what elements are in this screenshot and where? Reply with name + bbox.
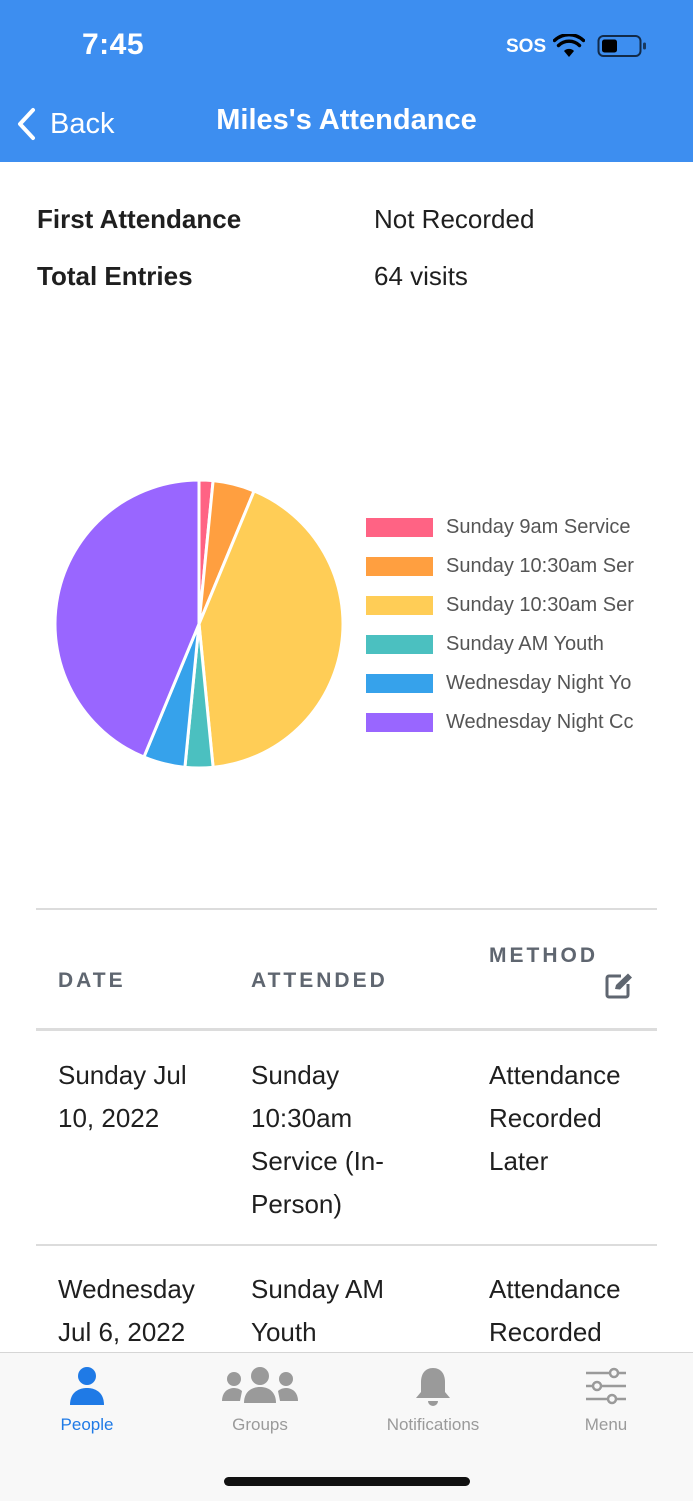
legend-swatch [366, 713, 433, 732]
legend-label: Sunday 10:30am Ser [446, 594, 634, 616]
first-attendance-value: Not Recorded [374, 204, 535, 234]
row-method: Attendance Recorded Later [489, 1060, 621, 1176]
row-attended: Sunday 10:30am Service (In-Person) [251, 1060, 384, 1219]
legend-swatch [366, 674, 433, 693]
row-method: Attendance Recorded [489, 1274, 621, 1347]
legend-item[interactable]: Wednesday Night Yo [366, 664, 644, 703]
row-date: Sunday Jul 10, 2022 [58, 1060, 187, 1133]
tab-notifications[interactable]: Notifications [363, 1365, 503, 1435]
nav-header: 7:45 SOS Back Miles's Attendance [0, 0, 693, 162]
tab-groups[interactable]: Groups [190, 1365, 330, 1435]
page-title: Miles's Attendance [216, 104, 477, 136]
row-divider [36, 1244, 657, 1246]
group-icon [222, 1367, 298, 1403]
legend-item[interactable]: Sunday AM Youth [366, 625, 644, 664]
home-indicator [224, 1477, 470, 1486]
total-entries-value: 64 visits [374, 261, 468, 291]
pie-slice[interactable] [53, 478, 201, 760]
tab-people[interactable]: People [17, 1365, 157, 1435]
pie-slice[interactable] [197, 488, 345, 769]
column-header-method: METHOD [489, 944, 598, 967]
legend-item[interactable]: Wednesday Night Cc [366, 703, 644, 742]
legend-swatch [366, 557, 433, 576]
row-attended: Sunday AM Youth [251, 1274, 384, 1347]
back-label: Back [50, 107, 115, 140]
total-entries-label: Total Entries [37, 261, 193, 291]
table-top-divider [36, 908, 657, 910]
tab-groups-label: Groups [232, 1415, 288, 1434]
wifi-icon [553, 34, 585, 57]
column-header-attended: ATTENDED [251, 969, 388, 992]
legend-swatch [366, 518, 433, 537]
column-header-date: DATE [58, 969, 126, 992]
status-time: 7:45 [82, 28, 145, 61]
battery-icon [597, 35, 646, 57]
legend-label: Sunday 9am Service [446, 516, 631, 538]
legend-swatch [366, 635, 433, 654]
bell-icon [416, 1368, 450, 1406]
chevron-left-icon [18, 108, 35, 140]
tab-bar: People Groups Notifications Menu [0, 1352, 693, 1501]
tab-notifications-label: Notifications [386, 1415, 480, 1434]
legend-label: Wednesday Night Cc [446, 711, 634, 733]
row-date: Wednesday Jul 6, 2022 [58, 1274, 195, 1347]
edit-icon[interactable] [604, 972, 634, 1000]
legend-item[interactable]: Sunday 10:30am Ser [366, 547, 644, 586]
status-sos: SOS [506, 36, 547, 57]
sliders-icon [586, 1367, 626, 1405]
back-button[interactable]: Back [14, 104, 114, 144]
person-icon [70, 1367, 104, 1405]
first-attendance-label: First Attendance [37, 204, 242, 234]
legend-swatch [366, 596, 433, 615]
legend-item[interactable]: Sunday 10:30am Ser [366, 586, 644, 625]
legend-label: Sunday AM Youth [446, 633, 604, 655]
chart-legend: Sunday 9am Service Sunday 10:30am Ser Sund… [366, 508, 644, 742]
tab-menu[interactable]: Menu [536, 1365, 676, 1435]
table-header-divider [36, 1028, 657, 1031]
legend-label: Sunday 10:30am Ser [446, 555, 634, 577]
attendance-pie-chart [53, 478, 345, 770]
tab-people-label: People [60, 1415, 114, 1434]
tab-menu-label: Menu [584, 1415, 628, 1434]
legend-item[interactable]: Sunday 9am Service [366, 508, 644, 547]
legend-label: Wednesday Night Yo [446, 672, 632, 694]
